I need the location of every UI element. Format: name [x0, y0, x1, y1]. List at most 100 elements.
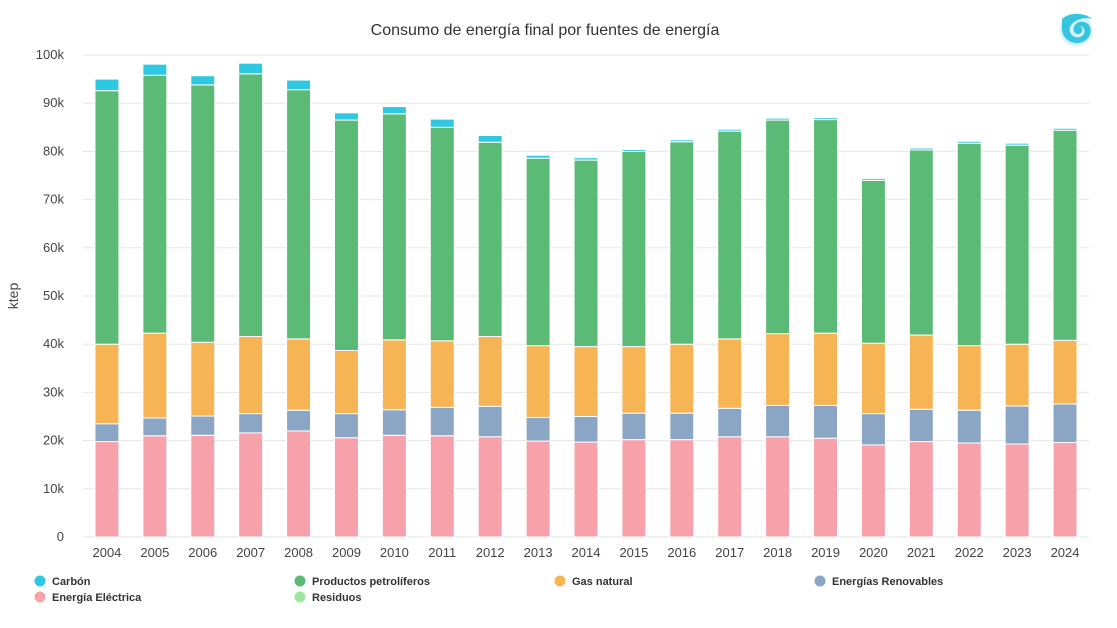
y-tick-label: 100k: [36, 47, 65, 62]
legend-label: Energía Eléctrica: [52, 592, 142, 604]
x-tick-label: 2019: [811, 545, 840, 560]
bar-segment: [956, 442, 982, 538]
legend-item: Residuos: [294, 591, 362, 604]
bar-segment: [765, 333, 791, 406]
bar-segment: [573, 157, 599, 161]
bar-segment: [238, 432, 264, 538]
bar-segment: [765, 436, 791, 538]
legend-item: Energías Renovables: [814, 575, 943, 588]
bar-segment: [813, 437, 838, 538]
bar-segment: [765, 404, 791, 438]
bar-segment: [669, 139, 695, 143]
bar-segment: [94, 441, 120, 538]
y-tick-label: 10k: [43, 481, 64, 496]
bar-segment: [334, 119, 359, 351]
bar-segment: [813, 332, 838, 406]
x-tick-label: 2020: [859, 545, 888, 560]
y-tick-label: 30k: [43, 384, 64, 399]
x-tick-label: 2022: [955, 545, 984, 560]
bar-segment: [94, 90, 120, 345]
bar-segment: [190, 415, 216, 436]
bar-segment: [142, 332, 168, 419]
bar-segment: [621, 150, 647, 348]
bar-segment: [429, 340, 455, 408]
x-tick-label: 2021: [907, 545, 936, 560]
bar-segment: [1004, 142, 1030, 146]
bar-segment: [908, 149, 934, 336]
bar-segment: [477, 134, 503, 143]
bar-segment: [381, 339, 407, 411]
bar-segment: [669, 439, 695, 538]
x-tick-label: 2014: [572, 545, 601, 560]
legend-label: Gas natural: [572, 576, 633, 588]
bar-segment: [1004, 144, 1030, 345]
bar-segment: [286, 79, 312, 91]
x-tick-label: 2015: [619, 545, 648, 560]
bar-segment: [190, 75, 216, 86]
bar-segment: [477, 405, 503, 438]
legend-marker: [294, 591, 306, 603]
chart-title: Consumo de energía final por fuentes de …: [371, 22, 720, 39]
bar-segment: [669, 343, 695, 414]
legend-marker: [554, 575, 566, 587]
bar-segment: [717, 128, 743, 132]
bar-segment: [190, 341, 216, 417]
bar-segment: [334, 413, 359, 439]
bar-segment: [381, 434, 407, 538]
bar-segment: [238, 413, 264, 434]
bar-segment: [381, 113, 407, 341]
bar-segment: [525, 154, 551, 159]
bar-segment: [525, 416, 551, 442]
y-axis-label: ktep: [5, 283, 21, 310]
legend-item: Carbón: [34, 575, 91, 588]
legend-item: Gas natural: [554, 575, 633, 588]
bar-segment: [286, 409, 312, 432]
bar-segment: [860, 444, 886, 538]
bar-segment: [142, 74, 168, 334]
bar-segment: [334, 349, 359, 415]
bar-segment: [956, 345, 982, 411]
bar-segment: [765, 117, 791, 121]
bar-segment: [860, 342, 886, 415]
bar-segment: [717, 436, 743, 538]
bar-segment: [860, 177, 886, 181]
bar-segment: [621, 148, 647, 152]
bars: [94, 62, 1078, 538]
x-tick-label: 2016: [667, 545, 696, 560]
x-tick-label: 2008: [284, 545, 313, 560]
bar-segment: [717, 130, 743, 340]
y-tick-label: 80k: [43, 143, 64, 158]
bar-segment: [477, 335, 503, 407]
bar-segment: [621, 439, 647, 538]
bar-segment: [525, 345, 551, 418]
bar-segment: [908, 441, 934, 538]
bar-segment: [1004, 405, 1030, 445]
bar-segment: [956, 142, 982, 347]
bar-segment: [525, 440, 551, 538]
bar-segment: [765, 119, 791, 335]
bar-segment: [190, 84, 216, 343]
legend-marker: [294, 575, 306, 587]
bar-segment: [669, 141, 695, 345]
bar-segment: [429, 406, 455, 437]
bar-segment: [238, 73, 264, 337]
legend-label: Productos petrolíferos: [312, 576, 430, 588]
bar-segment: [1004, 443, 1030, 538]
legend-marker: [814, 575, 826, 587]
bar-segment: [142, 435, 168, 538]
bar-segment: [717, 338, 743, 409]
legend-marker: [34, 575, 46, 587]
bar-segment: [142, 417, 168, 437]
bar-segment: [94, 343, 120, 425]
x-tick-label: 2012: [476, 545, 505, 560]
y-tick-label: 40k: [43, 336, 64, 351]
y-tick-label: 90k: [43, 95, 64, 110]
legend-label: Residuos: [312, 592, 362, 604]
bar-segment: [94, 423, 120, 443]
legend-label: Energías Renovables: [832, 576, 943, 588]
bar-segment: [908, 334, 934, 410]
bar-segment: [908, 147, 934, 151]
y-tick-label: 60k: [43, 240, 64, 255]
x-tick-label: 2011: [428, 545, 456, 560]
bar-segment: [717, 407, 743, 438]
